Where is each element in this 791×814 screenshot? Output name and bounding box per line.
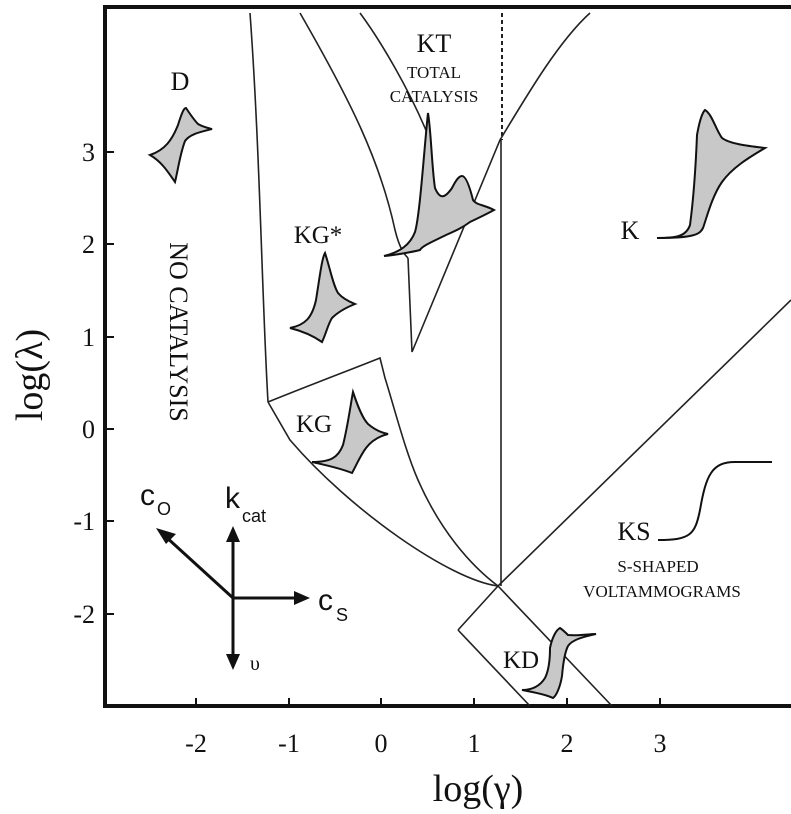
arrow-upsilon-head xyxy=(226,654,240,670)
voltammogram-kt xyxy=(383,112,497,257)
x-axis-title: log(γ) xyxy=(433,768,524,809)
voltammogram-k xyxy=(656,108,769,239)
arrow-label-kcat: k xyxy=(225,482,241,515)
zone-label-kd: KD xyxy=(503,647,539,674)
x-tick-label: 3 xyxy=(654,729,667,758)
boundary-kt-right xyxy=(407,12,591,353)
zone-label-no-catalysis: NO CATALYSIS xyxy=(164,242,193,422)
zone-desc-catalysis: CATALYSIS xyxy=(390,87,479,106)
x-tick-label: -1 xyxy=(278,729,300,758)
y-tick-label: 2 xyxy=(82,230,95,259)
x-ticks xyxy=(195,698,661,706)
boundary-kg-upper xyxy=(267,356,499,587)
x-tick-label: 2 xyxy=(561,729,574,758)
zone-label-d: D xyxy=(171,67,190,96)
boundary-ks xyxy=(497,299,791,587)
zone-label-kg-star: KG* xyxy=(294,222,343,249)
y-axis-title: log(λ) xyxy=(9,329,51,421)
zone-desc-s-shaped: S-SHAPED xyxy=(617,557,698,576)
zone-label-k: K xyxy=(621,216,640,245)
zone-boundaries xyxy=(249,12,791,707)
y-tick-label: -2 xyxy=(73,600,95,629)
boundary-kt-inner xyxy=(359,12,431,141)
zone-label-kg: KG xyxy=(296,411,332,438)
x-tick-label: 0 xyxy=(375,729,388,758)
arrow-label-co: c xyxy=(140,479,155,512)
arrow-label-upsilon: υ xyxy=(250,653,260,675)
voltammogram-kg xyxy=(311,388,389,475)
direction-arrows xyxy=(156,526,310,670)
arrow-label-co-sub: O xyxy=(157,499,171,519)
arrow-co-head xyxy=(156,528,176,544)
x-tick-label: -2 xyxy=(185,729,207,758)
boundary-no-catalysis xyxy=(249,12,269,403)
arrow-label-cs: c xyxy=(318,584,333,617)
arrow-cs-head xyxy=(294,591,310,605)
arrow-kcat-head xyxy=(226,526,240,542)
y-tick-label: -1 xyxy=(73,507,95,536)
zone-label-ks: KS xyxy=(617,517,650,546)
zone-desc-voltammograms: VOLTAMMOGRAMS xyxy=(583,582,741,601)
zone-label-kt: KT xyxy=(417,29,452,58)
y-tick-label: 3 xyxy=(82,138,95,167)
boundary-kg-lower xyxy=(267,401,613,707)
x-tick-label: 1 xyxy=(468,729,481,758)
arrow-label-cs-sub: S xyxy=(336,605,348,625)
boundary-kd-upper xyxy=(457,585,499,631)
voltammogram-kg-star xyxy=(289,250,358,344)
zone-desc-total: TOTAL xyxy=(407,63,461,82)
arrow-co xyxy=(163,534,235,600)
voltammogram-kd xyxy=(521,626,597,700)
voltammogram-d xyxy=(147,106,213,185)
y-tick-label: 1 xyxy=(82,323,95,352)
arrow-label-kcat-sub: cat xyxy=(242,506,266,526)
boundary-kd-lower xyxy=(457,629,531,707)
y-ticks xyxy=(105,151,114,615)
voltammogram-ks xyxy=(657,461,772,541)
y-tick-label: 0 xyxy=(82,415,95,444)
